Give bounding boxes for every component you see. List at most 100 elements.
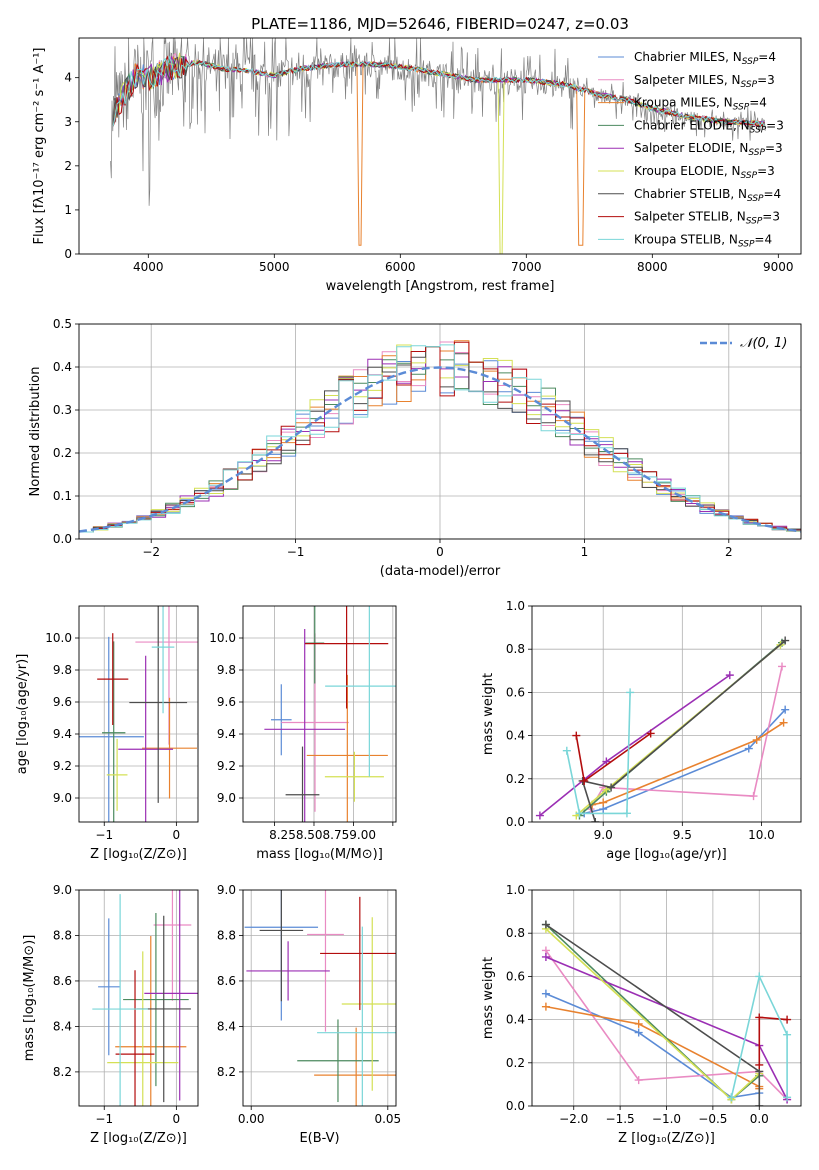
weight-point-marker — [580, 776, 589, 785]
weight-point-marker — [599, 798, 608, 807]
y-tick-label: 8.4 — [217, 1019, 236, 1033]
plot-area — [110, 38, 766, 254]
y-tick-label: 9.6 — [217, 695, 236, 709]
x-tick-label: −1.0 — [652, 1112, 681, 1126]
x-tick-label: 4000 — [133, 260, 164, 274]
weight-point-marker — [541, 1002, 550, 1011]
y-tick-label: 8.6 — [53, 974, 72, 988]
x-tick-label: 2 — [725, 545, 733, 559]
y-tick-label: 9.0 — [53, 791, 72, 805]
gaussian-reference-curve — [79, 366, 801, 533]
y-axis-label: Normed distribution — [28, 367, 43, 497]
weight-point-marker — [622, 809, 631, 818]
y-tick-label: 0.4 — [53, 360, 72, 374]
weight-point-marker — [634, 1076, 643, 1085]
y-tick-label: 9.8 — [53, 663, 72, 677]
panel-z-age: −1 0 9.0 9.2 9.4 9.6 9.8 10.0 Z [log₁₀(Z/Z⊙)] age… — [15, 605, 199, 862]
panel-spectrum: 4000 5000 6000 7000 8000 9000 0 1 2 3 4 wavelength … — [32, 37, 802, 294]
weight-series-line — [591, 721, 785, 806]
panel-residuals: −2 −1 0 1 2 0.0 0.1 0.2 0.3 0.4 0.5 (data-model)/er… — [28, 317, 802, 579]
weight-point-marker — [779, 718, 788, 727]
weight-point-marker — [535, 811, 544, 820]
y-tick-label: 9.4 — [53, 727, 72, 741]
y-tick-label: 8.2 — [217, 1065, 236, 1079]
weight-point-marker — [541, 952, 550, 961]
y-tick-label: 0.3 — [53, 403, 72, 417]
y-axis-label: mass weight — [481, 957, 496, 1039]
residual-histogram — [79, 341, 801, 533]
weight-point-marker — [634, 1028, 643, 1037]
weight-point-marker — [727, 1093, 736, 1102]
y-axis-label: Flux [fλ10⁻¹⁷ erg cm⁻² s⁻¹ A⁻¹] — [32, 48, 47, 245]
plot-area — [532, 606, 801, 822]
y-tick-label: 0.6 — [506, 685, 525, 699]
legend-label: Kroupa STELIB, NSSP=4 — [634, 232, 772, 249]
weight-point-marker — [646, 729, 655, 738]
weight-point-marker — [783, 1093, 792, 1102]
figure-title: PLATE=1186, MJD=52646, FIBERID=0247, z=0… — [251, 15, 629, 33]
weight-point-marker — [591, 818, 600, 822]
weight-series-line — [730, 973, 788, 1098]
y-tick-label: 0.1 — [53, 489, 72, 503]
y-tick-label: 0.2 — [506, 1056, 525, 1070]
weight-point-marker — [575, 809, 584, 818]
y-tick-label: 9.8 — [217, 663, 236, 677]
weight-point-marker — [634, 1019, 643, 1028]
y-tick-label: 0.2 — [53, 446, 72, 460]
y-tick-label: 0 — [64, 247, 72, 261]
panel-z-mass: −1 0 8.2 8.4 8.6 8.8 9.0 Z [log₁₀(Z/Z⊙)] mass [l… — [22, 883, 199, 1146]
plot-area — [532, 890, 801, 1106]
weight-series-line — [589, 666, 783, 810]
x-tick-label: 0 — [436, 545, 444, 559]
x-tick-label: 0.00 — [238, 1112, 265, 1126]
x-tick-labels: 8.258.508.759.00 — [269, 828, 376, 842]
x-tick-label: −0.5 — [698, 1112, 727, 1126]
y-tick-label: 0.0 — [506, 1099, 525, 1113]
model-spectrum-line — [112, 55, 765, 127]
weight-point-marker — [781, 636, 790, 645]
y-tick-label: 4 — [64, 71, 72, 85]
y-tick-label: 9.0 — [217, 883, 236, 897]
legend-label: Chabrier MILES, NSSP=4 — [634, 50, 776, 67]
x-tick-label: −1 — [95, 828, 113, 842]
weight-series-line — [584, 709, 786, 815]
plot-area — [79, 606, 198, 822]
y-tick-label: 0.4 — [506, 1013, 525, 1027]
x-tick-label: 8000 — [637, 260, 668, 274]
weight-series-line — [545, 992, 760, 1099]
x-tick-label: 0 — [173, 828, 181, 842]
y-tick-label: 0.4 — [506, 729, 525, 743]
weight-point-marker — [755, 1102, 764, 1106]
axes-frame — [242, 889, 397, 1107]
chart-panels: 4000 5000 6000 7000 8000 9000 0 1 2 3 4 wavelength … — [15, 37, 802, 1146]
x-tick-label: 1 — [581, 545, 589, 559]
x-tick-label: 0.05 — [374, 1112, 401, 1126]
weight-point-marker — [752, 735, 761, 744]
weight-point-marker — [783, 1015, 792, 1024]
weight-point-marker — [572, 731, 581, 740]
y-axis-label: mass weight — [481, 673, 496, 755]
x-axis-label: Z [log₁₀(Z/Z⊙)] — [90, 847, 187, 862]
weight-point-marker — [755, 1013, 764, 1022]
legend-label: 𝒩(0, 1) — [740, 336, 787, 351]
y-tick-label: 8.8 — [53, 928, 72, 942]
weight-point-marker — [744, 744, 753, 753]
legend-label: Chabrier ELODIE, NSSP=3 — [634, 118, 784, 135]
x-tick-label: −1 — [95, 1112, 113, 1126]
y-tick-label: 0.2 — [506, 772, 525, 786]
residual-histogram — [79, 344, 801, 533]
panel-ebv-mass: 0.00 0.05 8.2 8.4 8.6 8.8 9.0 E(B-V) — [217, 883, 401, 1146]
x-axis-label: Z [log₁₀(Z/Z⊙)] — [90, 1131, 187, 1146]
y-tick-label: 10.0 — [209, 631, 236, 645]
panel-age-weight: 9.0 9.5 10.0 0.0 0.2 0.4 0.6 0.8 1.0 age [log₁₀(a… — [481, 599, 802, 862]
y-tick-label: 1.0 — [506, 599, 525, 613]
y-tick-label: 9.0 — [217, 791, 236, 805]
legend-label: Kroupa ELODIE, NSSP=3 — [634, 164, 775, 181]
legend-label: Chabrier STELIB, NSSP=4 — [634, 187, 781, 204]
x-tick-label: 0.0 — [750, 1112, 769, 1126]
x-tick-label: 7000 — [511, 260, 542, 274]
y-tick-label: 8.8 — [217, 928, 236, 942]
y-axis-label: mass [log₁₀(M/M⊙)] — [22, 935, 37, 1062]
y-tick-label: 10.0 — [45, 631, 72, 645]
